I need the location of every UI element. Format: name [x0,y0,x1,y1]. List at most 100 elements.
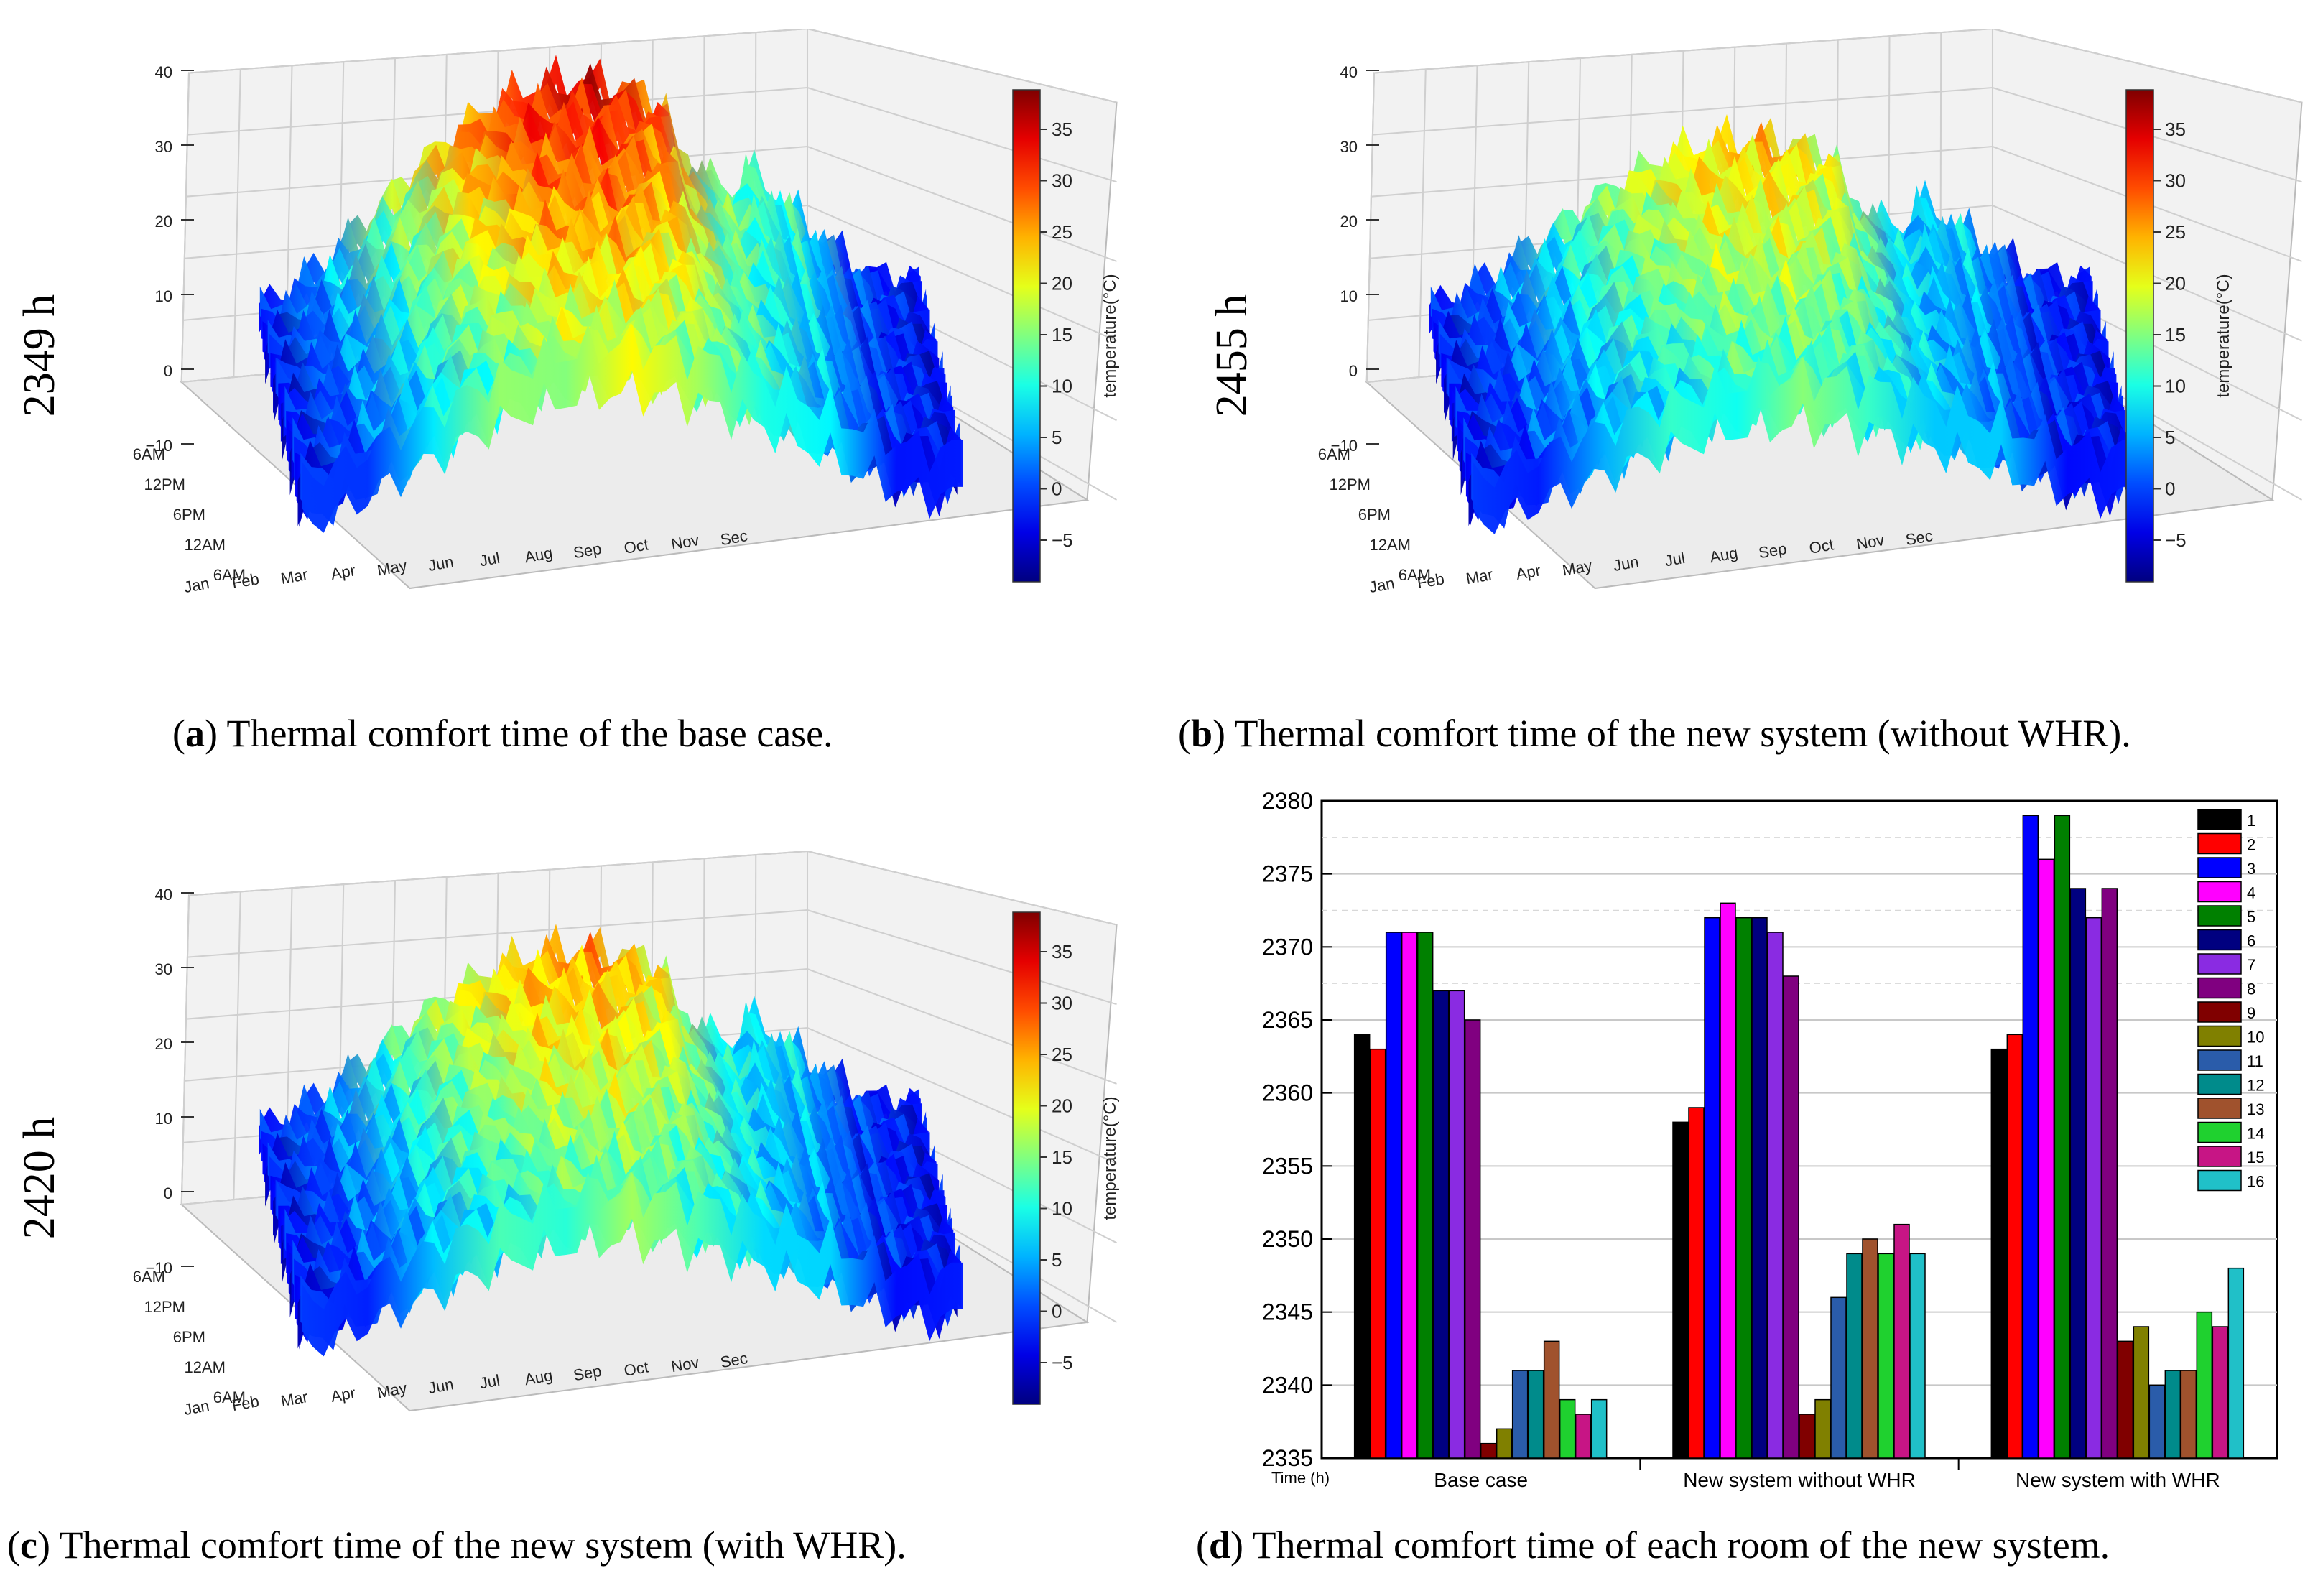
bar-1-1 [1672,1121,1689,1459]
surface-ribbon [1462,295,2123,483]
colorbar-label: temperature(°C) [1100,274,1120,397]
legend-swatch-15 [2197,1146,2242,1167]
surface-ribbon [1457,277,2118,470]
bar-6-1 [1751,917,1768,1459]
legend-swatch-1 [2197,809,2242,830]
colorbar-tick-label: 35 [1052,941,1072,962]
legend-label-4: 4 [2247,884,2255,902]
legend-swatch-3 [2197,857,2242,878]
temperature-surface [1429,114,2133,534]
colorbar-tick-label: 20 [1052,1095,1072,1117]
z-tick-label: 40 [1340,63,1358,81]
hour-tick-label: 12AM [185,1358,226,1376]
hour-tick-label: 12PM [144,475,185,493]
legend-label-6: 6 [2247,932,2255,950]
grid-line [188,851,808,896]
surface-ribbon [1432,140,2093,358]
bar-8-1 [1783,975,1799,1459]
hour-tick-label: 12AM [1370,536,1411,554]
grid-line [807,205,1117,342]
panel-c-caption: (c) Thermal comfort time of the new syst… [7,1523,907,1567]
month-tick-label: Apr [330,1383,357,1406]
y-tick-label: 2335 [1262,1445,1313,1471]
colorbar-tick-label: 15 [1052,1146,1072,1168]
colorbar-label: temperature(°C) [2214,274,2233,397]
x-tick-label: New system with WHR [2016,1469,2220,1491]
colorbar-tick-label: 10 [1052,1198,1072,1220]
legend-swatch-12 [2197,1073,2242,1095]
surface-ribbon [283,1069,945,1271]
legend-label-3: 3 [2247,860,2255,878]
colorbar-tick-label: 25 [2165,221,2186,243]
month-tick-label: Sec [719,526,749,549]
month-tick-label: Feb [231,570,261,592]
bar-11-1 [1830,1296,1847,1459]
surface-ribbon [294,1133,955,1326]
legend-label-8: 8 [2247,980,2255,998]
surface-ribbon [302,323,963,533]
bar-2-2 [2006,1034,2023,1459]
z-tick-label: 10 [1340,287,1358,305]
bar-9-0 [1480,1442,1497,1459]
month-tick-label: Jul [478,1371,501,1393]
surface-ribbon [1439,176,2101,390]
legend-label-10: 10 [2247,1029,2264,1047]
grid-line [187,909,808,958]
legend-swatch-6 [2197,929,2242,951]
colorbar-tick-label: 0 [1052,1301,1062,1322]
surface-ribbon [287,1088,948,1296]
month-tick-label: Jul [478,549,501,570]
colorbar [1012,911,1041,1405]
surface-ribbon [269,988,930,1212]
legend-label-12: 12 [2247,1077,2264,1095]
temperature-surface [259,924,963,1357]
month-tick-label: Apr [1515,561,1542,583]
legend-label-5: 5 [2247,908,2255,926]
bar-3-2 [2022,815,2039,1459]
y-tick-label: 2345 [1262,1299,1313,1325]
hour-tick-label: 12PM [144,1298,185,1316]
hour-tick-label: 12AM [185,536,226,554]
month-tick-label: Oct [1808,535,1835,557]
bar-4-0 [1401,932,1418,1459]
hour-tick-label: 6AM [1399,566,1431,584]
bar-3-0 [1385,932,1402,1459]
bar-5-2 [2054,815,2071,1459]
z-tick-label: 40 [155,63,172,81]
legend-label-1: 1 [2247,812,2255,830]
colorbar-tick-label: −5 [2165,529,2187,551]
z-tick-label: 20 [155,1035,172,1053]
bar-8-0 [1464,1019,1481,1459]
colorbar-tick-label: 10 [2165,376,2186,397]
bar-7-0 [1448,990,1465,1459]
panel-d-bar-chart: 2335234023452350235523602365237023752380… [1262,788,2278,1491]
y-tick-label: 2350 [1262,1226,1313,1252]
legend-swatch-7 [2197,953,2242,975]
x-tick-label: New system without WHR [1683,1469,1916,1491]
legend-label-9: 9 [2247,1004,2255,1022]
y-tick-label: 2375 [1262,861,1313,887]
month-tick-label: Oct [623,1358,650,1380]
colorbar-tick-label: 30 [1052,170,1072,192]
bar-13-0 [1543,1340,1560,1459]
grid-line [807,1027,1117,1164]
hour-tick-label: 6PM [1358,506,1391,524]
legend-label-2: 2 [2247,836,2255,854]
z-tick-label: −10 [146,1259,172,1277]
surface-ribbon [1463,306,2125,491]
bar-1-2 [1990,1048,2008,1459]
legend-swatch-9 [2197,1001,2242,1023]
colorbar-tick-label: 0 [2165,478,2175,500]
z-tick-label: 0 [164,362,172,380]
legend-swatch-13 [2197,1098,2242,1119]
bar-16-2 [2227,1267,2245,1459]
month-tick-label: Mar [279,565,310,588]
colorbar-tick-label: 15 [1052,324,1072,345]
colorbar [2125,89,2154,583]
colorbar-tick-label: −5 [1052,529,1073,551]
bar-7-2 [2085,917,2102,1459]
month-tick-label: Jul [1664,549,1687,570]
legend-swatch-4 [2197,881,2242,903]
